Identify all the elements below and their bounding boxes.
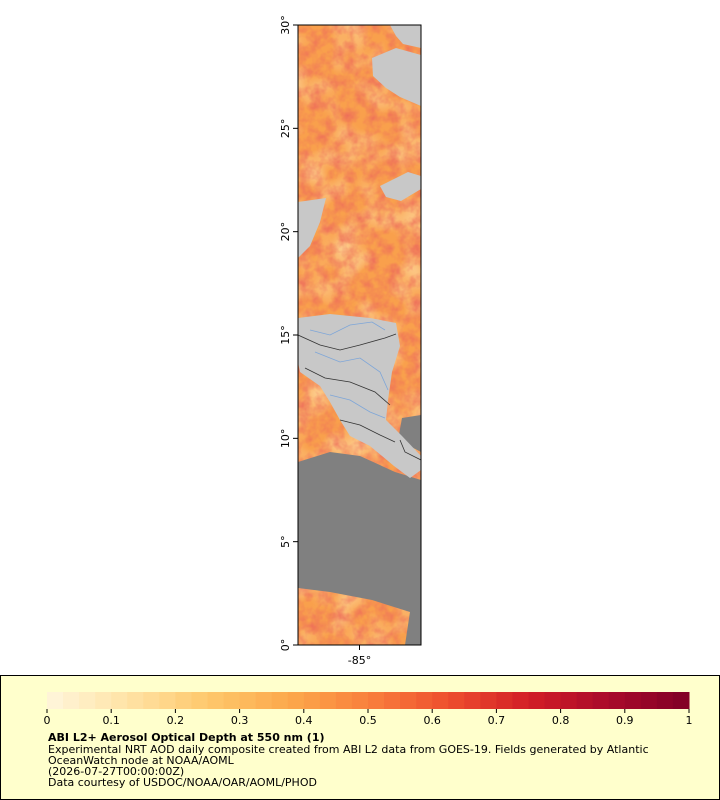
colorbar-tick-label: 0.2 [167,714,185,727]
colorbar: 0 0.1 0.2 0.3 0.4 0.5 0.6 0.7 0.8 0.9 1 [44,692,693,727]
land [298,25,421,478]
colorbar-segment [544,692,562,709]
colorbar-segment [223,692,241,709]
colorbar-segment [416,692,433,709]
y-tick-label: 25° [279,119,292,139]
colorbar-segment [480,692,497,709]
colorbar-tick-label: 0.5 [359,714,377,727]
legend-line: (2026-07-27T00:00:00Z) [48,765,184,778]
colorbar-segment [576,692,594,709]
colorbar-segment [175,692,192,709]
colorbar-segment [464,692,481,709]
colorbar-tick-label: 0.7 [488,714,506,727]
colorbar-segment [496,692,513,709]
colorbar-segment [127,692,144,709]
legend-title: ABI L2+ Aerosol Optical Depth at 550 nm … [48,731,325,744]
colorbar-segment [239,692,257,709]
colorbar-segment [640,692,658,709]
colorbar-segment [351,692,369,709]
colorbar-segment [400,692,417,709]
colorbar-tick-label: 0 [44,714,51,727]
colorbar-segment [303,692,321,709]
colorbar-segment [143,692,160,709]
colorbar-segment [207,692,225,709]
y-tick-label: 10° [279,429,292,449]
colorbar-segment [512,692,529,709]
colorbar-segment [111,692,128,709]
colorbar-segment [79,692,96,709]
y-tick-label: 15° [279,325,292,345]
colorbar-segment [624,692,642,709]
y-tick-label: 0° [279,639,292,652]
colorbar-tick-label: 0.1 [102,714,120,727]
colorbar-segment [656,692,674,709]
colorbar-segment [255,692,273,709]
colorbar-segment [672,692,690,709]
map [298,25,421,645]
colorbar-tick-label: 0.6 [423,714,441,727]
colorbar-tick-label: 1 [686,714,693,727]
colorbar-segment [432,692,449,709]
colorbar-segment [95,692,112,709]
rivers [309,321,389,419]
colorbar-segment [287,692,305,709]
y-tick-label: 20° [279,222,292,242]
legend-line: Experimental NRT AOD daily composite cre… [48,743,649,756]
x-tick-label: -85° [348,654,371,667]
colorbar-tick-label: 0.4 [295,714,313,727]
colorbar-tick-label: 0.8 [552,714,570,727]
colorbar-segment [384,692,401,709]
colorbar-segment [319,692,337,709]
borders [298,333,421,461]
colorbar-segment [560,692,578,709]
colorbar-segment [448,692,465,709]
y-tick-label: 5° [279,535,292,548]
colorbar-segment [608,692,626,709]
colorbar-segment [335,692,353,709]
colorbar-segment [271,692,289,709]
colorbar-segment [63,692,80,709]
colorbar-segment [191,692,208,709]
colorbar-segment [47,692,64,709]
colorbar-tick-label: 0.9 [616,714,634,727]
colorbar-tick-label: 0.3 [231,714,249,727]
legend-line: OceanWatch node at NOAA/AOML [48,754,235,767]
colorbar-segment [159,692,176,709]
colorbar-segment [528,692,546,709]
colorbar-segment [592,692,610,709]
axes: 0° 5° 10° 15° 20° 25° 30° -85° [279,15,371,667]
colorbar-segment [368,692,385,709]
y-tick-label: 30° [279,15,292,35]
no-data [298,415,421,645]
legend-line: Data courtesy of USDOC/NOAA/OAR/AOML/PHO… [48,776,317,789]
